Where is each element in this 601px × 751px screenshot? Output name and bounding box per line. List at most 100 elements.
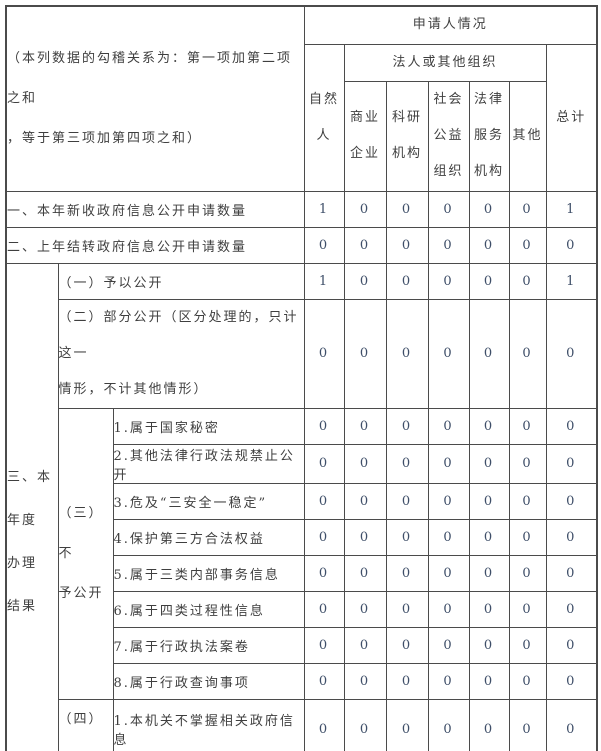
value-cell: 0 [343,482,387,520]
value-cell: 0 [468,443,510,484]
row-label: 7.属于行政执法案卷 [112,626,305,664]
row-label: （一）予以公开 [57,262,305,300]
value-cell: 0 [508,518,547,556]
value-cell: 0 [343,518,387,556]
row-label: 8.属于行政查询事项 [112,662,305,700]
header-row-3: 商业 企业 科研 机构 社会 公益 组织 法律 服务 机构 其他 [6,80,597,192]
value-cell: 0 [427,190,470,228]
value-cell: 0 [508,698,547,751]
table-row: 3.危及“三安全一稳定” 0 0 0 0 0 0 0 [6,482,598,520]
value-cell: 1 [303,262,345,300]
value-cell: 0 [427,298,470,409]
value-cell: 0 [427,518,470,556]
value-cell: 0 [343,190,387,228]
row-label: 2.其他法律行政法规禁止公开 [112,443,305,484]
group-unable-to-provide-label: （四）无 法提供 [57,698,114,751]
row-label: 二、上年结转政府信息公开申请数量 [5,226,305,264]
value-cell: 0 [427,626,470,664]
value-cell: 0 [385,443,429,484]
value-cell: 0 [508,482,547,520]
value-cell: 0 [545,407,598,445]
header-legal-service-org: 法律 服务 机构 [468,80,510,192]
header-row-2: 自然 人 法人或其他组织 总计 [6,43,598,192]
value-cell: 0 [385,226,429,264]
value-cell: 0 [343,662,387,700]
header-other-org: 其他 [508,80,547,192]
value-cell: 0 [385,590,429,628]
row-label: 1.本机关不掌握相关政府信息 [112,698,305,751]
value-cell: 0 [385,190,429,228]
value-cell: 0 [303,518,345,556]
value-cell: 0 [303,590,345,628]
value-cell: 0 [468,626,510,664]
value-cell: 0 [343,443,387,484]
value-cell: 0 [343,262,387,300]
value-cell: 0 [508,407,547,445]
value-cell: 0 [385,554,429,592]
value-cell: 0 [385,262,429,300]
value-cell: 0 [508,626,547,664]
header-legal-or-other-org: 法人或其他组织 [343,43,547,82]
header-row-1: （本列数据的勾稽关系为：第一项加第二项之和 ，等于第三项加第四项之和） 申请人情… [5,5,598,192]
value-cell: 0 [343,626,387,664]
value-cell: 0 [508,190,547,228]
value-cell: 0 [508,262,547,300]
value-cell: 0 [303,298,345,409]
value-cell: 0 [545,554,598,592]
value-cell: 0 [427,698,470,751]
value-cell: 1 [303,190,345,228]
value-cell: 0 [385,698,429,751]
value-cell: 1 [545,190,598,228]
table-row: （三）不 予公开 1.属于国家秘密 0 0 0 0 0 0 0 [6,407,598,700]
value-cell: 0 [303,407,345,445]
table-row: 三、本 年度 办理 结果 （一）予以公开 1 0 0 0 0 0 1 [5,262,598,751]
value-cell: 0 [385,298,429,409]
value-cell: 0 [343,698,387,751]
value-cell: 0 [385,662,429,700]
value-cell: 0 [385,482,429,520]
header-applicant-status: 申请人情况 [303,5,598,45]
value-cell: 0 [468,518,510,556]
row-label: 5.属于三类内部事务信息 [112,554,305,592]
header-public-welfare-org: 社会 公益 组织 [427,80,470,192]
value-cell: 0 [427,443,470,484]
value-cell: 0 [508,662,547,700]
value-cell: 0 [343,590,387,628]
table-row: 8.属于行政查询事项 0 0 0 0 0 0 0 [6,662,598,700]
section-annual-results-label: 三、本 年度 办理 结果 [5,262,59,751]
value-cell: 0 [468,226,510,264]
value-cell: 0 [545,590,598,628]
table-row: 7.属于行政执法案卷 0 0 0 0 0 0 0 [6,626,598,664]
value-cell: 1 [545,262,598,300]
table-row: 4.保护第三方合法权益 0 0 0 0 0 0 0 [6,518,598,556]
value-cell: 0 [303,554,345,592]
value-cell: 0 [468,698,510,751]
table-row: 二、上年结转政府信息公开申请数量 0 0 0 0 0 0 0 [5,226,598,264]
value-cell: 0 [427,590,470,628]
value-cell: 0 [427,662,470,700]
value-cell: 0 [545,226,598,264]
value-cell: 0 [303,482,345,520]
value-cell: 0 [468,590,510,628]
row-label: 1.属于国家秘密 [112,407,305,445]
value-cell: 0 [303,226,345,264]
value-cell: 0 [508,226,547,264]
header-research-institution: 科研 机构 [385,80,429,192]
value-cell: 0 [427,226,470,264]
table-row: 2.其他法律行政法规禁止公开 0 0 0 0 0 0 0 [6,443,598,484]
value-cell: 0 [468,262,510,300]
value-cell: 0 [427,482,470,520]
value-cell: 0 [545,626,598,664]
table-row: （二）部分公开（区分处理的，只计这一 情形，不计其他情形） 0 0 0 0 0 … [6,298,598,409]
value-cell: 0 [468,662,510,700]
value-cell: 0 [385,518,429,556]
header-commercial-enterprise: 商业 企业 [343,80,387,192]
value-cell: 0 [545,482,598,520]
value-cell: 0 [385,626,429,664]
value-cell: 0 [468,407,510,445]
row-label: 6.属于四类过程性信息 [112,590,305,628]
value-cell: 0 [303,698,345,751]
value-cell: 0 [545,698,598,751]
value-cell: 0 [508,590,547,628]
